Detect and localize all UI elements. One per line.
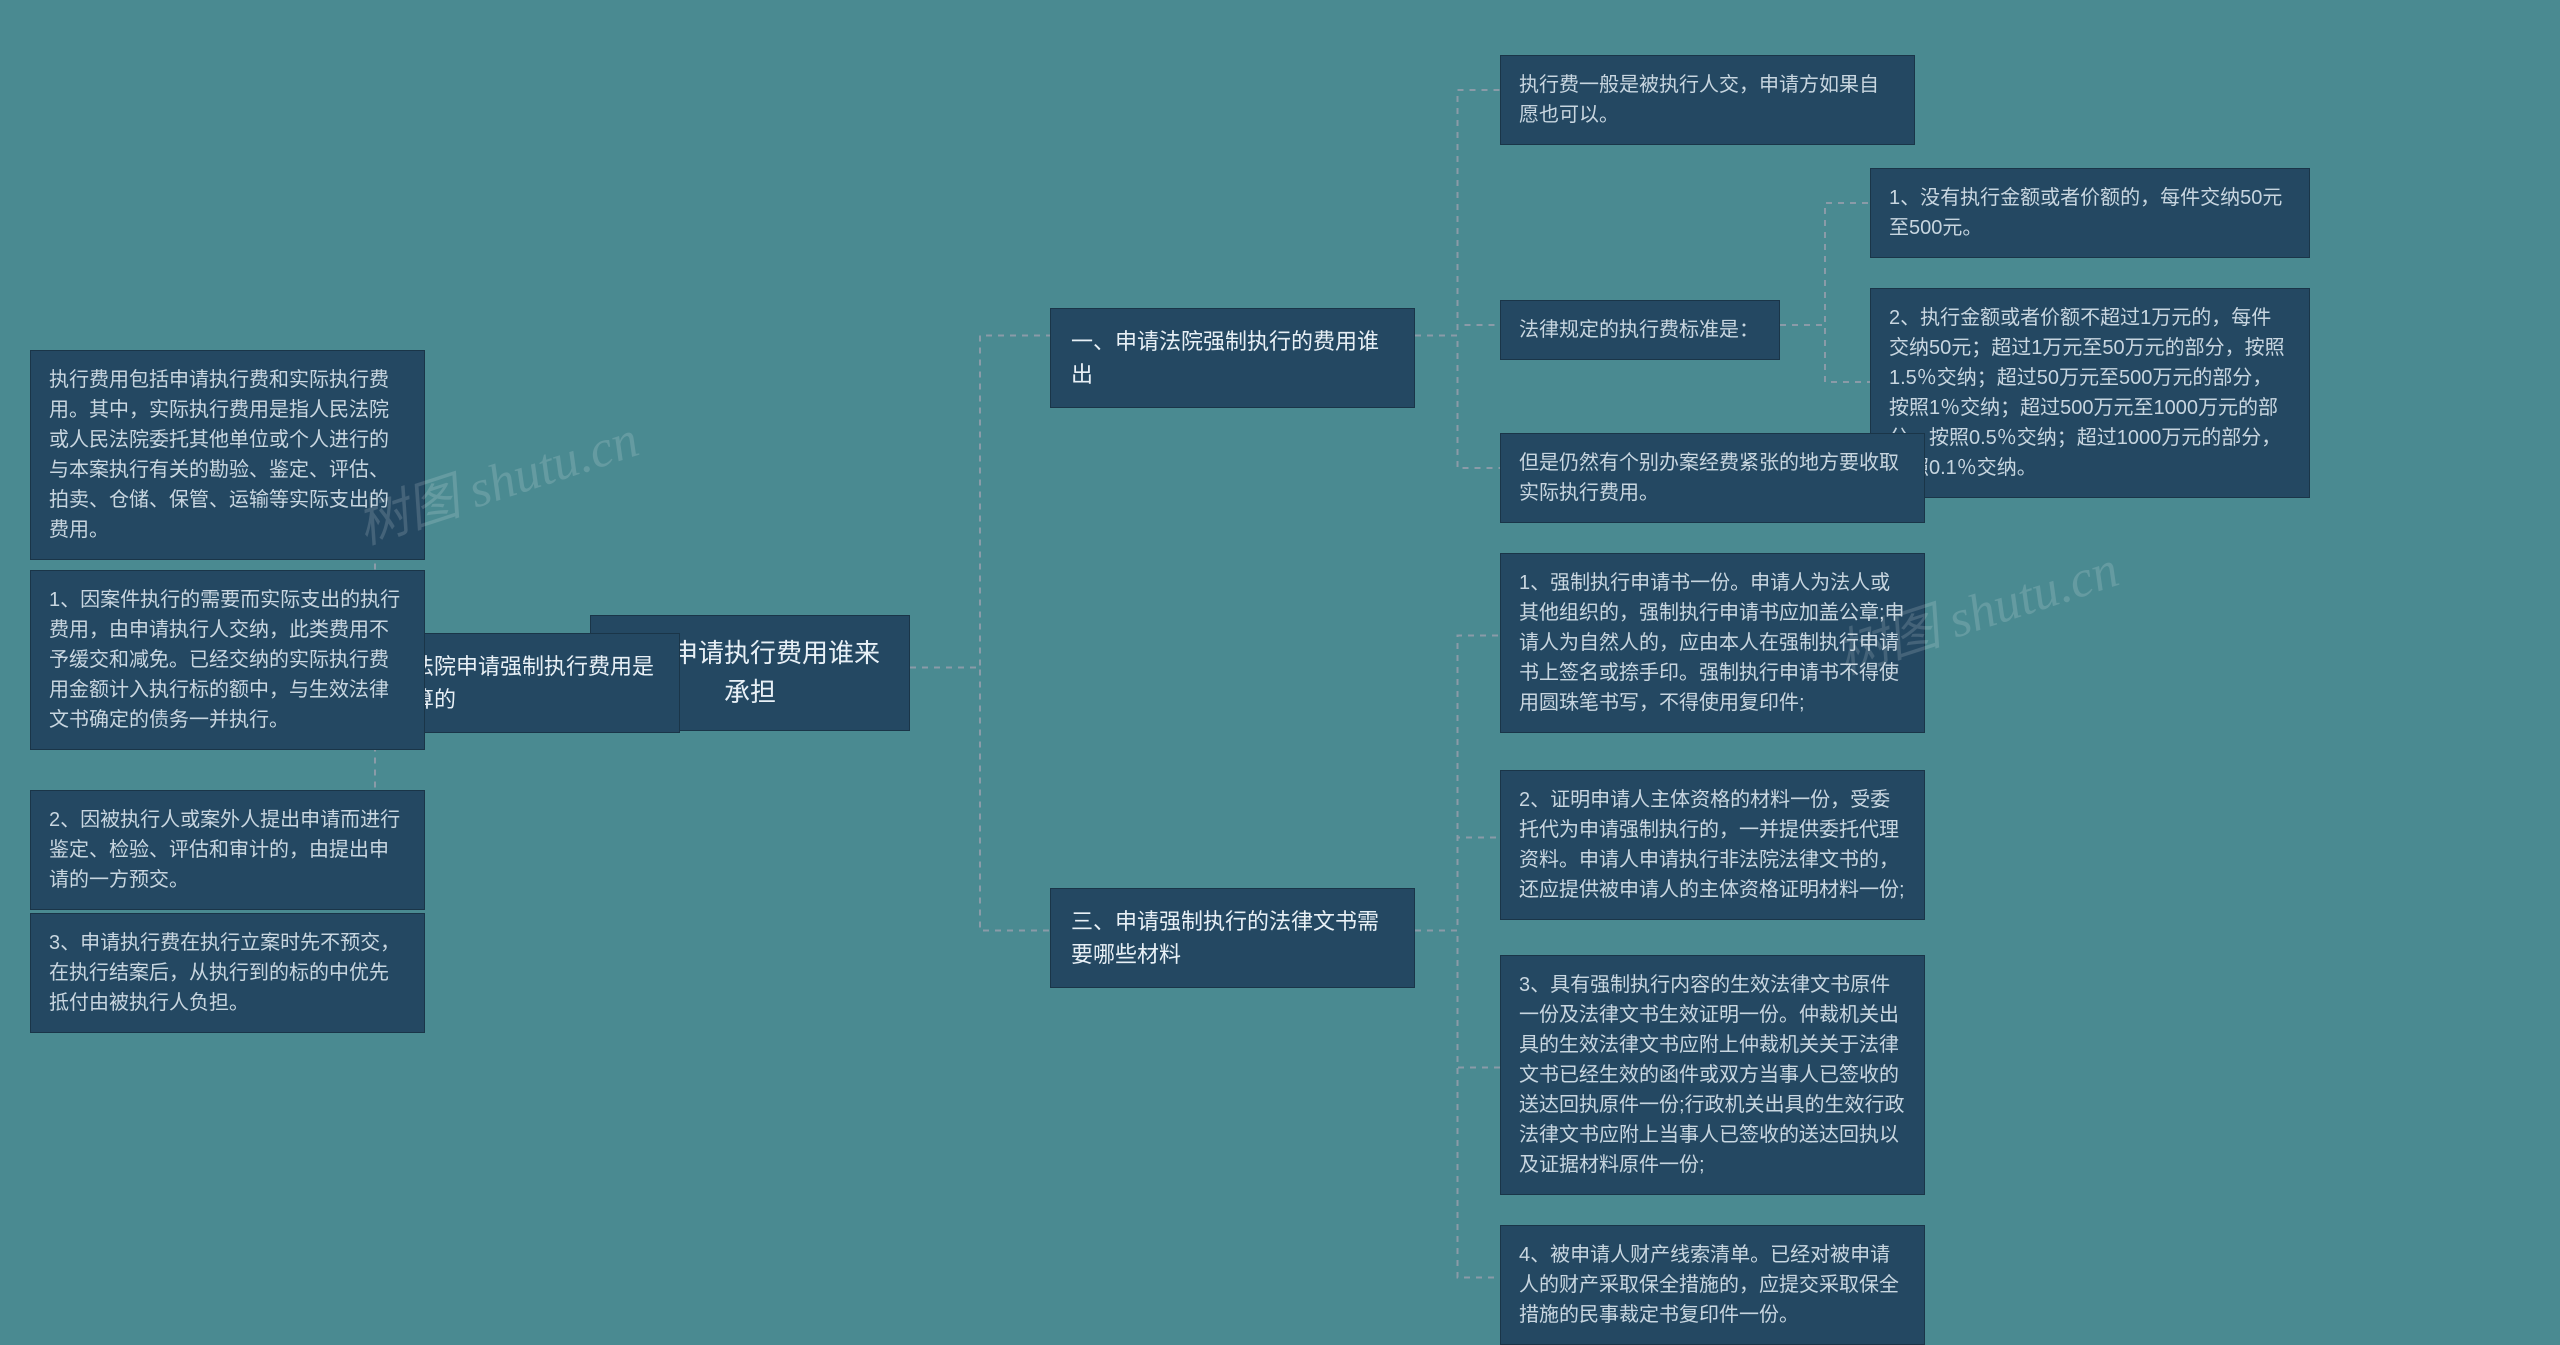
node-b1c2b: 2、执行金额或者价额不超过1万元的，每件交纳50元；超过1万元至50万元的部分，… [1870, 288, 2310, 498]
node-b3c3: 3、具有强制执行内容的生效法律文书原件一份及法律文书生效证明一份。仲裁机关出具的… [1500, 955, 1925, 1195]
node-b1c2: 法律规定的执行费标准是： [1500, 300, 1780, 360]
node-b1: 一、申请法院强制执行的费用谁出 [1050, 308, 1415, 408]
node-b2c3: 2、因被执行人或案外人提出申请而进行鉴定、检验、评估和审计的，由提出申请的一方预… [30, 790, 425, 910]
node-b2c4: 3、申请执行费在执行立案时先不预交，在执行结案后，从执行到的标的中优先抵付由被执… [30, 913, 425, 1033]
node-b3c4: 4、被申请人财产线索清单。已经对被申请人的财产采取保全措施的，应提交采取保全措施… [1500, 1225, 1925, 1345]
node-b2c2: 1、因案件执行的需要而实际支出的执行费用，由申请执行人交纳，此类费用不予缓交和减… [30, 570, 425, 750]
node-b1c1: 执行费一般是被执行人交，申请方如果自愿也可以。 [1500, 55, 1915, 145]
node-b3: 三、申请强制执行的法律文书需要哪些材料 [1050, 888, 1415, 988]
node-b1c3: 但是仍然有个别办案经费紧张的地方要收取实际执行费用。 [1500, 433, 1925, 523]
node-b3c1: 1、强制执行申请书一份。申请人为法人或其他组织的，强制执行申请书应加盖公章;申请… [1500, 553, 1925, 733]
node-b3c2: 2、证明申请人主体资格的材料一份，受委托代为申请强制执行的，一并提供委托代理资料… [1500, 770, 1925, 920]
node-b2c1: 执行费用包括申请执行费和实际执行费用。其中，实际执行费用是指人民法院或人民法院委… [30, 350, 425, 560]
node-b1c2a: 1、没有执行金额或者价额的，每件交纳50元至500元。 [1870, 168, 2310, 258]
